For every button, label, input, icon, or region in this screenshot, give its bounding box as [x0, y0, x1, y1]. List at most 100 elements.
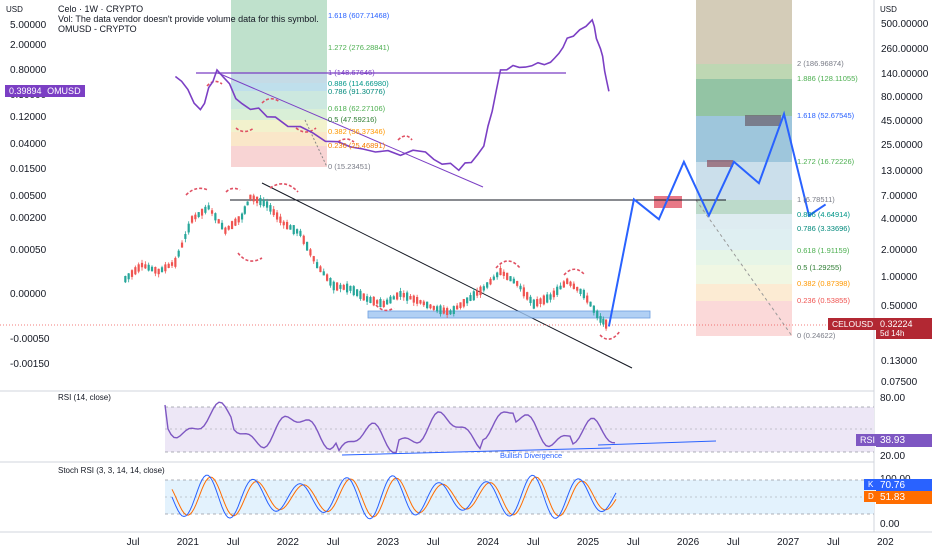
- right-axis-tick: 80.00000: [881, 92, 923, 103]
- left-axis-tick: 0.00000: [10, 289, 47, 300]
- right-price-axis[interactable]: 500.00000 260.00000 140.00000 80.00000 45.00…: [881, 19, 929, 388]
- candle-body: [372, 296, 375, 306]
- candle-body: [496, 272, 499, 278]
- celo-candles: [124, 193, 608, 331]
- candle-body: [429, 304, 432, 309]
- candle-body: [592, 305, 595, 313]
- candle-body: [476, 290, 479, 296]
- candle-body: [359, 290, 362, 299]
- fib-zone: [696, 200, 792, 214]
- time-axis[interactable]: Jul 2021 Jul 2022 Jul 2023 Jul 2024 Jul 2025 Jul 20…: [127, 537, 894, 548]
- fib-overlay-label: 0 (15.23451): [328, 162, 371, 171]
- candle-body: [389, 296, 392, 304]
- candle-body: [220, 222, 224, 230]
- omusd-symbol: OMUSD: [47, 86, 81, 96]
- candle-body: [157, 268, 160, 275]
- fib-celo-label: 1 (6.78511): [797, 195, 835, 204]
- candle-body: [392, 296, 395, 300]
- candle-body: [379, 299, 382, 308]
- overlay-symbol-title: OMUSD - CRYPTO: [58, 24, 137, 34]
- right-axis-tick: 260.00000: [881, 44, 929, 55]
- candle-body: [282, 221, 285, 226]
- omusd-trendline[interactable]: [217, 72, 484, 188]
- candle-body: [569, 281, 572, 286]
- left-price-axis[interactable]: 5.000002.000000.800000.300000.120000.040…: [10, 20, 50, 370]
- bar-countdown: 5d 14h: [880, 329, 905, 338]
- candle-body: [422, 301, 425, 306]
- chart-legend: Celo · 1W · CRYPTO Vol: The data vendor …: [58, 4, 319, 34]
- candle-body: [426, 301, 429, 309]
- fib-celo-label: 0.236 (0.53855): [797, 296, 850, 305]
- celo-symbol-badge[interactable]: CELOUSD: [828, 318, 878, 330]
- fib-overlay-label: 1.618 (607.71468): [328, 11, 390, 20]
- stoch-pane[interactable]: [165, 474, 874, 520]
- candle-body: [150, 266, 154, 272]
- candle-body: [137, 264, 140, 272]
- omusd-price-badge[interactable]: 0.39894 OMUSD: [5, 85, 85, 97]
- projection-path[interactable]: [607, 110, 827, 327]
- fib-extension-celo[interactable]: [654, 0, 793, 337]
- candle-body: [315, 262, 319, 269]
- candle-body: [144, 264, 147, 269]
- target-box: [707, 160, 733, 167]
- time-axis-tick: Jul: [827, 537, 840, 548]
- candle-body: [546, 294, 549, 303]
- fib-zone: [696, 0, 792, 64]
- candle-body: [442, 307, 445, 314]
- candle-body: [177, 250, 180, 257]
- stoch-d-line: [171, 476, 617, 518]
- fib-zone: [696, 79, 792, 116]
- fib-overlay-label: 1.272 (276.28841): [328, 43, 390, 52]
- candle-body: [482, 286, 485, 291]
- time-axis-tick: Jul: [327, 537, 340, 548]
- fib-zone: [231, 146, 327, 167]
- fib-celo-label: 1.272 (16.72226): [797, 157, 855, 166]
- right-axis-tick: 140.00000: [881, 69, 929, 80]
- support-zone[interactable]: [367, 310, 651, 319]
- candle-body: [160, 267, 164, 272]
- omusd-line: [174, 18, 610, 172]
- celo-downtrend-line[interactable]: [261, 182, 633, 369]
- symbol-title: Celo · 1W · CRYPTO: [58, 4, 144, 14]
- time-axis-tick: Jul: [227, 537, 240, 548]
- candle-body: [312, 256, 315, 262]
- fib-overlay-label: 0.5 (47.59216): [328, 115, 377, 124]
- fib-overlay-label: 1 (148.67646): [328, 68, 375, 77]
- candle-body: [299, 230, 302, 236]
- candle-body: [562, 281, 565, 288]
- candle-body: [237, 216, 240, 223]
- candle-body: [285, 221, 289, 230]
- candle-body: [432, 305, 435, 310]
- candle-body: [602, 318, 605, 325]
- candle-body: [519, 285, 522, 290]
- fib-zone: [231, 120, 327, 132]
- rsi-title: RSI (14, close): [58, 393, 111, 402]
- fib-overlay-label: 0.382 (36.37346): [328, 127, 386, 136]
- celo-price-value: 0.32224: [880, 319, 913, 329]
- fib-zone: [231, 83, 327, 91]
- rsi-pane[interactable]: Bullish Divergence: [164, 401, 874, 460]
- fib-retracement-omusd[interactable]: [231, 0, 328, 168]
- right-axis-tick: 0.13000: [881, 356, 918, 367]
- candle-body: [352, 286, 355, 296]
- candle-body: [456, 305, 459, 310]
- candle-body: [472, 291, 475, 301]
- candle-body: [255, 196, 259, 204]
- candle-body: [130, 270, 134, 277]
- celo-price-badge[interactable]: 0.32224 5d 14h: [876, 318, 932, 339]
- left-axis-tick: 0.00200: [10, 213, 47, 224]
- fib-celo-label: 0 (0.24622): [797, 331, 836, 340]
- candle-body: [243, 206, 246, 214]
- candle-body: [184, 234, 187, 239]
- left-axis-tick: 5.00000: [10, 20, 47, 31]
- candle-body: [224, 227, 227, 234]
- candle-body: [579, 288, 582, 295]
- candle-body: [559, 285, 562, 290]
- fib-celo-label: 1.886 (128.11055): [797, 74, 858, 83]
- candle-body: [342, 284, 345, 290]
- candle-body: [346, 283, 349, 293]
- fib-celo-label: 0.618 (1.91159): [797, 246, 850, 255]
- right-axis-tick: 2.00000: [881, 245, 918, 256]
- fib-zone: [696, 301, 792, 336]
